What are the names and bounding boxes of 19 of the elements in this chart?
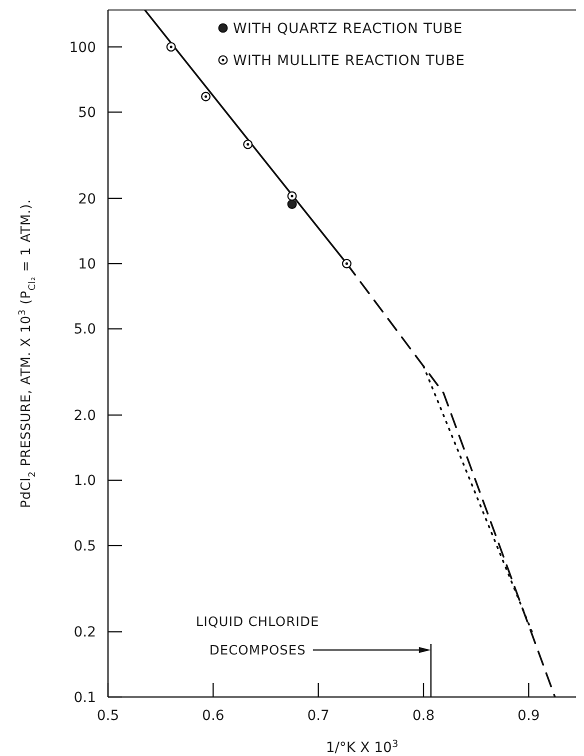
y-tick-label: 5.0 bbox=[74, 322, 96, 338]
legend-label: WITH MULLITE REACTION TUBE bbox=[233, 52, 465, 69]
x-tick-label: 0.7 bbox=[307, 708, 330, 724]
y-tick-label: 2.0 bbox=[74, 408, 96, 424]
x-tick-label: 0.5 bbox=[96, 708, 120, 724]
x-axis-title: 1/°K X 10$^{3}$ bbox=[326, 738, 398, 756]
y-tick-label: 0.2 bbox=[74, 624, 96, 641]
y-tick-label: 50 bbox=[78, 105, 96, 122]
y-tick-label: 1.0 bbox=[74, 473, 96, 490]
x-tick-label: 0.9 bbox=[518, 708, 540, 724]
x-tick-label: 0.8 bbox=[412, 708, 435, 724]
y-tick-label: 100 bbox=[69, 40, 96, 56]
y-tick-label: 0.5 bbox=[74, 538, 96, 554]
y-tick-label: 0.1 bbox=[74, 690, 96, 706]
y-tick-label: 20 bbox=[78, 191, 96, 208]
x-tick-label: 0.6 bbox=[202, 708, 224, 724]
annotation: LIQUID CHLORIDE DECOMPOSES bbox=[196, 615, 320, 659]
legend-label: WITH QUARTZ REACTION TUBE bbox=[233, 20, 463, 37]
y-tick-label: 10 bbox=[78, 256, 96, 272]
